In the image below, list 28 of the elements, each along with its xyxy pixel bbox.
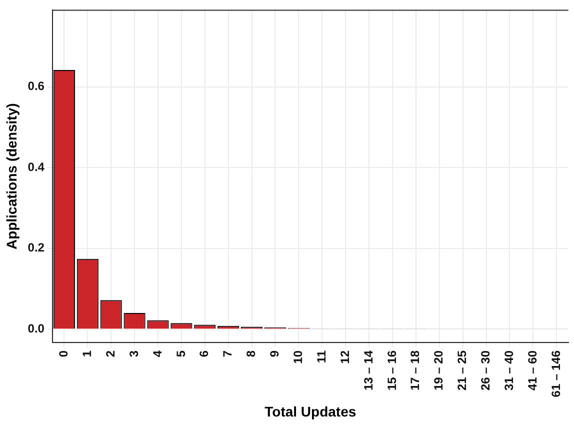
y-tick-label: 0.4 — [28, 160, 45, 174]
x-tick-label: 26 – 30 — [478, 350, 493, 391]
x-tick-label: 7 — [220, 350, 235, 358]
x-tick-label: 41 – 60 — [525, 350, 540, 391]
y-tick-label: 0.0 — [28, 321, 45, 336]
x-tick-label: 1 — [80, 350, 94, 358]
y-tick-label: 0.6 — [28, 79, 45, 94]
x-tick-label: 3 — [126, 350, 141, 358]
x-tick-label: 2 — [103, 350, 118, 358]
x-tick-label: 17 – 18 — [408, 350, 422, 391]
x-tick-label: 9 — [268, 350, 282, 358]
y-axis-title: Applications (density) — [3, 103, 20, 250]
x-tick-label: 31 – 40 — [502, 350, 516, 391]
x-tick-label: 10 — [290, 350, 305, 364]
x-tick-label: 6 — [197, 350, 212, 358]
x-axis-title: Total Updates — [264, 403, 356, 420]
y-tick-label: 0.2 — [28, 240, 45, 255]
x-tick-label: 61 – 146 — [548, 350, 563, 398]
x-tick-label: 11 — [314, 350, 328, 364]
x-tick-label: 4 — [150, 350, 164, 358]
x-tick-label: 0 — [56, 350, 71, 358]
x-tick-label: 5 — [174, 350, 188, 358]
x-tick-label: 21 – 25 — [455, 350, 470, 391]
x-tick-label: 13 – 14 — [361, 350, 376, 391]
x-tick-label: 19 – 20 — [432, 350, 446, 391]
x-tick-label: 15 – 16 — [384, 350, 399, 391]
x-tick-label: 12 — [338, 350, 352, 364]
x-tick-label: 8 — [244, 350, 258, 358]
